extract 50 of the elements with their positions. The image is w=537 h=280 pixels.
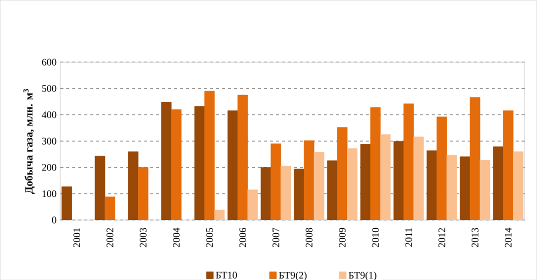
bar	[62, 186, 72, 220]
x-tick-label: 2001	[73, 228, 80, 248]
y-tick-label: 400	[42, 111, 56, 118]
y-axis-title: Добыча газа, млн. м$^{3}$	[23, 88, 35, 194]
bar	[270, 143, 282, 220]
x-tick-label: 2014	[504, 228, 512, 248]
bar	[370, 107, 381, 220]
x-tick-label: 2004	[172, 228, 180, 248]
x-tick-label: 2003	[140, 228, 146, 248]
x-tick-label: 2005	[206, 228, 213, 248]
bar	[94, 156, 106, 220]
bar	[260, 167, 272, 220]
bar	[360, 144, 371, 220]
x-tick-label: 2010	[372, 228, 379, 248]
bar	[394, 141, 404, 220]
x-tick-label: 2008	[306, 228, 312, 248]
x-tick-label: 2009	[338, 228, 346, 248]
bar	[294, 168, 304, 220]
bar	[204, 90, 215, 220]
bar	[228, 110, 238, 220]
bar	[194, 106, 205, 220]
bar	[403, 103, 414, 220]
y-tick-label: 200	[42, 164, 56, 171]
bar	[304, 140, 314, 220]
x-tick-label: 2011	[405, 228, 412, 247]
bar	[426, 150, 438, 220]
bar	[337, 127, 348, 220]
bar	[460, 156, 470, 220]
bar	[436, 116, 448, 220]
bar	[493, 146, 504, 220]
bar	[238, 94, 248, 220]
bar	[161, 102, 172, 220]
bar	[128, 151, 138, 220]
bar	[327, 160, 338, 220]
x-tick-label: 2006	[239, 228, 246, 248]
y-tick-label: 0	[52, 216, 56, 224]
bar	[503, 110, 514, 220]
bar	[171, 109, 182, 220]
bar	[470, 97, 480, 220]
y-tick-label: 100	[42, 190, 56, 197]
bar	[104, 196, 116, 220]
legend-label: БТ10	[216, 272, 237, 278]
x-tick-label: 2013	[472, 228, 478, 248]
x-tick-label: 2002	[106, 228, 114, 248]
x-tick-label: 2012	[438, 228, 446, 248]
bar	[138, 167, 148, 220]
y-tick-label: 500	[42, 85, 56, 92]
y-tick-label: 600	[42, 58, 56, 66]
y-tick-label: 300	[42, 138, 56, 144]
x-tick-label: 2007	[272, 228, 280, 248]
